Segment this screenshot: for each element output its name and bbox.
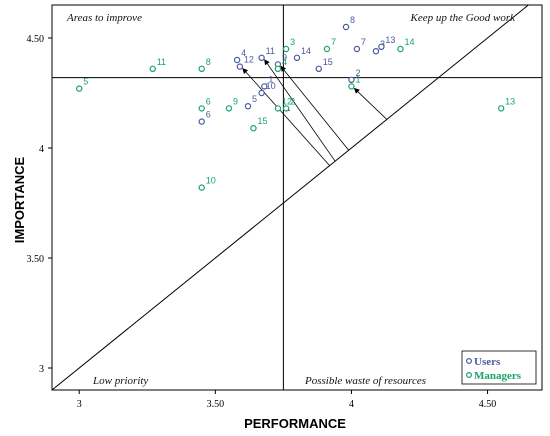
users-point-label-8: 8 — [350, 15, 355, 25]
users-point-10 — [258, 89, 265, 97]
shift-arrow-3 — [280, 65, 350, 151]
users-point-label-2: 2 — [355, 68, 360, 78]
quadrant-label-bottom-left: Low priority — [92, 375, 148, 387]
managers-point-15 — [250, 124, 257, 132]
x-tick-label: 4 — [349, 399, 354, 410]
managers-point-10 — [198, 184, 205, 191]
managers-point-label-5: 5 — [83, 77, 88, 87]
managers-point-label-12: 12 — [282, 96, 292, 106]
managers-point-11 — [149, 65, 156, 73]
users-point-label-1: 1 — [268, 74, 273, 84]
managers-point-1 — [348, 83, 355, 90]
managers-point-4 — [274, 65, 282, 73]
y-tick-label: 4 — [39, 144, 44, 155]
legend-managers-label: Managers — [474, 370, 522, 382]
legend-box — [461, 350, 537, 385]
users-point-8 — [342, 23, 350, 31]
users-point-label-15: 15 — [323, 57, 333, 67]
users-point-2 — [348, 76, 355, 84]
shift-arrow-2 — [264, 59, 336, 162]
users-point-3 — [372, 48, 380, 55]
managers-point-label-11: 11 — [157, 57, 166, 67]
managers-point-3 — [282, 45, 290, 53]
users-point-label-14: 14 — [301, 46, 311, 56]
x-tick-label: 3.50 — [207, 399, 225, 410]
managers-point-9 — [225, 105, 233, 112]
quadrant-label-top-right: Keep up the Good work — [410, 12, 517, 24]
y-tick-label: 4.50 — [27, 34, 45, 45]
users-point-1 — [261, 83, 268, 90]
managers-point-14 — [397, 45, 404, 53]
users-point-15 — [315, 65, 322, 73]
managers-point-7 — [323, 45, 331, 53]
managers-point-label-9: 9 — [233, 96, 238, 106]
users-point-label-11: 11 — [266, 46, 275, 56]
users-point-14 — [293, 54, 301, 62]
legend-users-marker — [466, 358, 473, 365]
arrows — [242, 59, 388, 166]
users-point-label-4: 4 — [241, 48, 246, 58]
managers-point-label-10: 10 — [206, 176, 216, 186]
users-point-6 — [198, 118, 205, 125]
y-axis-ticks: 3 3.50 4 4.50 — [27, 34, 52, 375]
x-axis-title: PERFORMANCE — [244, 416, 346, 431]
users-point-7 — [353, 45, 361, 53]
quadrant-label-bottom-right: Possible waste of resources — [304, 375, 426, 387]
users-point-label-12: 12 — [244, 55, 254, 65]
plot-frame — [51, 4, 543, 391]
users-point-11 — [258, 54, 265, 62]
y-tick-label: 3.50 — [27, 254, 45, 265]
x-tick-label: 3 — [77, 399, 82, 410]
users-point-label-9: 9 — [282, 52, 287, 62]
managers-point-label-8: 8 — [206, 57, 211, 67]
managers-point-label-14: 14 — [404, 37, 414, 47]
managers-point-label-15: 15 — [257, 116, 267, 126]
legend-users-label: Users — [474, 356, 501, 368]
shift-arrow-4 — [353, 87, 388, 120]
managers-point-8 — [198, 65, 205, 73]
users-point-label-10: 10 — [266, 81, 276, 91]
managers-point-label-1: 1 — [355, 74, 360, 84]
data-points: 1234567891011121314151234567891011121314… — [76, 15, 515, 191]
x-tick-label: 4.50 — [479, 399, 497, 410]
managers-point-5 — [76, 85, 83, 92]
users-point-label-5: 5 — [252, 94, 257, 104]
users-point-label-7: 7 — [361, 37, 366, 47]
users-point-12 — [236, 63, 244, 70]
legend-managers-marker — [466, 372, 473, 379]
legend: Users Managers — [461, 350, 537, 385]
users-point-13 — [378, 43, 385, 51]
managers-point-12 — [274, 105, 282, 112]
y-tick-label: 3 — [39, 364, 44, 375]
managers-point-label-2: 2 — [290, 96, 295, 106]
managers-point-2 — [282, 105, 290, 112]
managers-point-label-13: 13 — [505, 96, 515, 106]
users-point-4 — [233, 56, 241, 64]
quadrant-label-top-left: Areas to improve — [66, 12, 142, 24]
managers-point-label-3: 3 — [290, 37, 295, 47]
managers-point-label-7: 7 — [331, 37, 336, 47]
managers-point-13 — [497, 105, 505, 112]
x-axis-ticks: 3 3.50 4 4.50 — [77, 390, 497, 410]
managers-point-6 — [198, 105, 205, 112]
iso-rating-diagonal — [51, 4, 529, 391]
y-axis-title: IMPORTANCE — [12, 156, 27, 243]
managers-point-label-6: 6 — [206, 96, 211, 106]
shift-arrow-1 — [242, 68, 330, 166]
users-point-5 — [244, 102, 252, 110]
users-point-label-13: 13 — [385, 35, 395, 45]
users-point-label-6: 6 — [206, 110, 211, 120]
managers-point-label-4: 4 — [282, 57, 287, 67]
